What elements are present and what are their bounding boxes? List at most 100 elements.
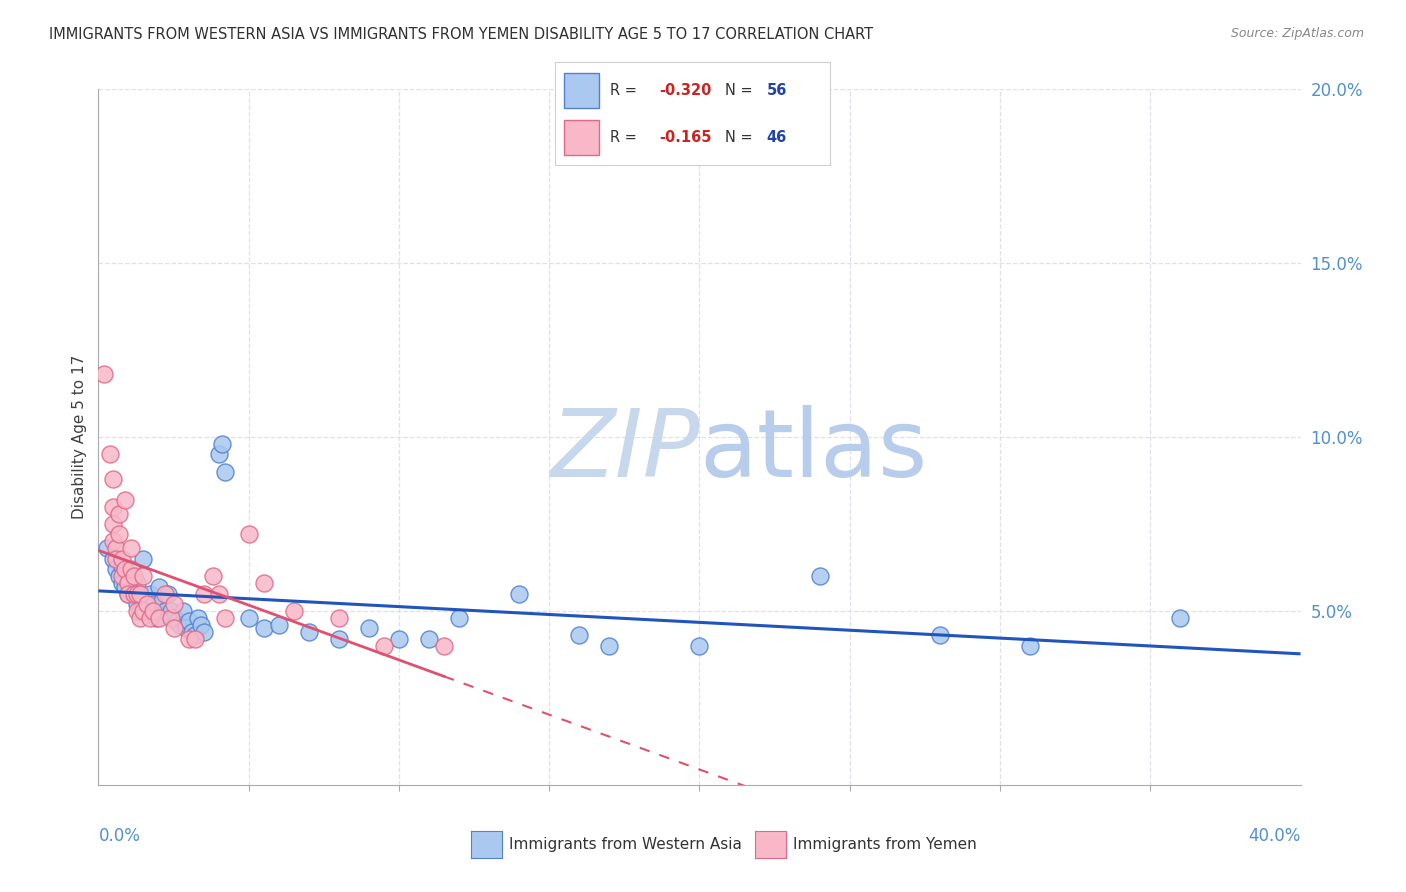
Point [159, 604, 181, 618]
Point [328, 632, 350, 646]
Text: R =: R = [610, 83, 641, 97]
Text: -0.165: -0.165 [659, 130, 711, 145]
Point [148, 580, 170, 594]
Point [132, 569, 155, 583]
Point [103, 516, 125, 531]
Point [253, 621, 276, 635]
Text: Immigrants from Western Asia: Immigrants from Western Asia [509, 838, 742, 852]
Point [135, 597, 157, 611]
Point [238, 611, 260, 625]
Point [214, 611, 236, 625]
Text: 56: 56 [766, 83, 787, 97]
Point [162, 597, 184, 611]
Point [253, 576, 276, 591]
Point [114, 580, 136, 594]
Point [117, 569, 139, 583]
Point [117, 587, 139, 601]
Point [103, 472, 125, 486]
Point [187, 611, 209, 625]
Point [103, 500, 125, 514]
Point [108, 507, 131, 521]
Point [124, 587, 146, 601]
Point [111, 576, 134, 591]
Point [127, 576, 149, 591]
Bar [564, 120, 599, 155]
Point [177, 615, 200, 629]
Point [141, 597, 163, 611]
Point [121, 541, 143, 556]
Point [105, 551, 128, 566]
Point [193, 587, 215, 601]
Point [93, 368, 115, 382]
Point [808, 569, 831, 583]
Point [111, 558, 134, 573]
Point [129, 604, 152, 618]
Point [145, 611, 167, 625]
Point [1019, 639, 1042, 653]
Point [141, 604, 163, 618]
Point [166, 615, 188, 629]
Point [174, 621, 197, 635]
Y-axis label: Disability Age 5 to 17: Disability Age 5 to 17 [72, 355, 87, 519]
Text: atlas: atlas [700, 405, 928, 497]
Text: ZIP: ZIP [550, 406, 700, 497]
Point [121, 562, 143, 576]
Point [180, 624, 202, 639]
Point [193, 624, 215, 639]
Point [162, 611, 184, 625]
Point [132, 604, 155, 618]
Point [201, 569, 224, 583]
Point [129, 587, 152, 601]
Point [357, 621, 380, 635]
Point [127, 597, 149, 611]
Point [298, 624, 321, 639]
Point [135, 604, 157, 618]
Point [183, 628, 205, 642]
Point [114, 492, 136, 507]
Point [447, 611, 470, 625]
Point [373, 639, 395, 653]
Point [105, 562, 128, 576]
Point [103, 534, 125, 549]
Point [238, 527, 260, 541]
Text: -0.320: -0.320 [659, 83, 711, 97]
Text: 40.0%: 40.0% [1249, 827, 1301, 845]
Point [132, 551, 155, 566]
Text: 0.0%: 0.0% [98, 827, 141, 845]
Point [159, 611, 181, 625]
Point [388, 632, 411, 646]
Point [114, 562, 136, 576]
Point [108, 569, 131, 583]
Point [172, 604, 194, 618]
Point [267, 618, 290, 632]
Point [103, 551, 125, 566]
Text: Source: ZipAtlas.com: Source: ZipAtlas.com [1230, 27, 1364, 40]
Point [117, 576, 139, 591]
Text: Immigrants from Yemen: Immigrants from Yemen [793, 838, 977, 852]
Point [328, 611, 350, 625]
Point [132, 593, 155, 607]
Point [190, 618, 212, 632]
Point [138, 587, 160, 601]
Point [283, 604, 305, 618]
Point [124, 587, 146, 601]
Point [1170, 611, 1192, 625]
Point [214, 465, 236, 479]
Point [108, 527, 131, 541]
Point [508, 587, 530, 601]
Point [169, 618, 191, 632]
Point [177, 632, 200, 646]
Point [598, 639, 620, 653]
Point [129, 611, 152, 625]
Point [689, 639, 711, 653]
Point [124, 569, 146, 583]
Bar [564, 73, 599, 108]
Point [127, 604, 149, 618]
Text: 46: 46 [766, 130, 787, 145]
Point [568, 628, 591, 642]
Point [111, 551, 134, 566]
Text: N =: N = [725, 83, 758, 97]
Text: R =: R = [610, 130, 641, 145]
Text: IMMIGRANTS FROM WESTERN ASIA VS IMMIGRANTS FROM YEMEN DISABILITY AGE 5 TO 17 COR: IMMIGRANTS FROM WESTERN ASIA VS IMMIGRAN… [49, 27, 873, 42]
Point [153, 604, 176, 618]
